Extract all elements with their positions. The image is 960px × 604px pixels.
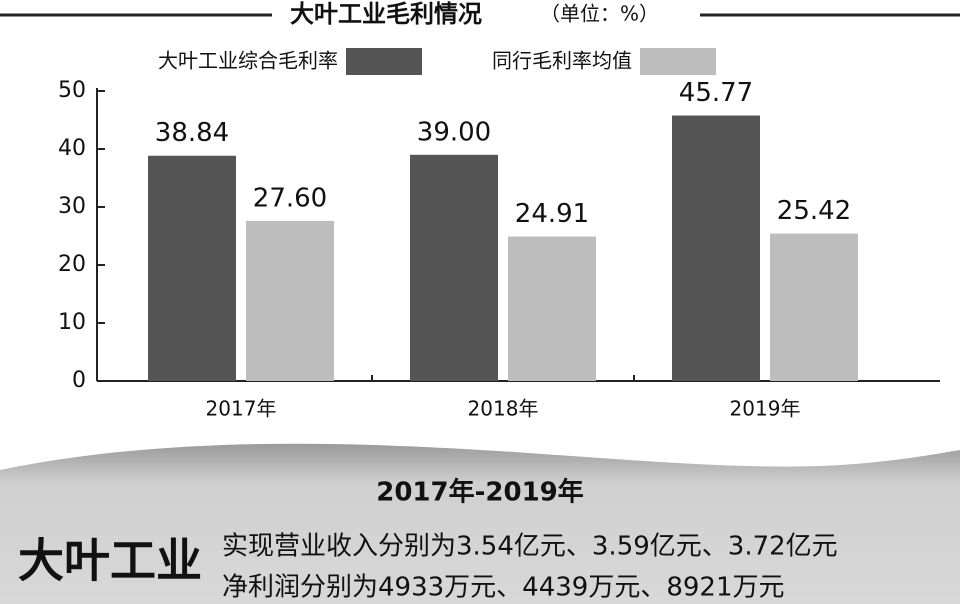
bar [672, 115, 760, 381]
x-tick-label: 2017年 [206, 397, 277, 421]
legend-label: 同行毛利率均值 [492, 49, 632, 73]
value-label: 39.00 [417, 117, 491, 147]
unit-note: （单位：%） [540, 2, 659, 26]
legend-swatch [640, 48, 716, 75]
x-tick-label: 2018年 [468, 397, 539, 421]
footer-line: 净利润分别为4933万元、4439万元、8921万元 [222, 573, 785, 603]
bar [148, 155, 236, 381]
value-label: 25.42 [777, 196, 851, 226]
footer-company: 大叶工业 [18, 534, 202, 588]
y-tick-label: 20 [58, 252, 86, 277]
y-tick-label: 30 [58, 194, 86, 219]
legend-label: 大叶工业综合毛利率 [158, 49, 338, 73]
chart-title: 大叶工业毛利情况 [290, 0, 482, 28]
x-tick-label: 2019年 [730, 397, 801, 421]
y-tick-label: 50 [58, 78, 86, 103]
bar [246, 220, 334, 381]
footer-line: 实现营业收入分别为3.54亿元、3.59亿元、3.72亿元 [222, 532, 838, 562]
y-tick-label: 0 [72, 368, 86, 393]
bar [508, 236, 596, 381]
value-label: 24.91 [515, 199, 589, 229]
footer-background [0, 443, 960, 604]
value-label: 45.77 [679, 78, 753, 108]
bar [410, 154, 498, 381]
y-tick-label: 40 [58, 136, 86, 161]
value-label: 38.84 [155, 118, 229, 148]
value-label: 27.60 [253, 183, 327, 213]
legend-swatch [346, 48, 422, 75]
footer-period: 2017年-2019年 [376, 477, 584, 508]
y-tick-label: 10 [58, 310, 86, 335]
bar [770, 233, 858, 381]
